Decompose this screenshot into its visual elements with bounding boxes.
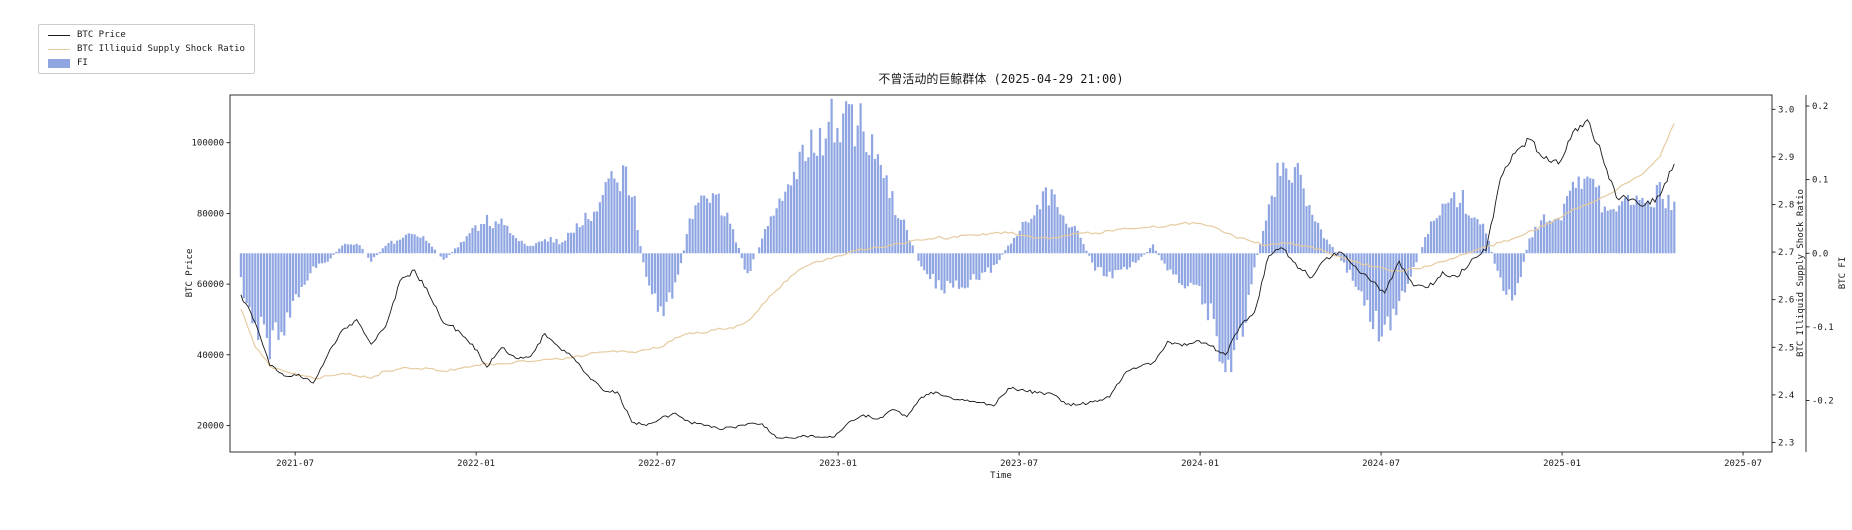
y-axis-label-illiquid-ratio: BTC Illiquid Supply Shock Ratio (1796, 189, 1806, 357)
svg-text:2025-01: 2025-01 (1543, 459, 1581, 469)
svg-text:2.4: 2.4 (1778, 391, 1794, 401)
y-axis-label-btc-price: BTC Price (185, 248, 195, 298)
svg-text:2.3: 2.3 (1778, 438, 1794, 448)
svg-text:2024-07: 2024-07 (1362, 459, 1400, 469)
svg-text:2022-01: 2022-01 (457, 459, 495, 469)
axes-frame (229, 94, 1773, 453)
svg-text:100000: 100000 (191, 139, 224, 149)
svg-text:2025-07: 2025-07 (1724, 459, 1762, 469)
x-axis-label-time: Time (990, 471, 1012, 481)
svg-text:2.9: 2.9 (1778, 153, 1794, 163)
fi-bars (239, 98, 1676, 373)
price-line (240, 118, 1675, 439)
svg-text:-0.1: -0.1 (1812, 323, 1834, 333)
svg-text:2023-07: 2023-07 (1000, 459, 1038, 469)
legend-item-btc-price: BTC Price (48, 30, 245, 40)
svg-text:40000: 40000 (197, 351, 224, 361)
ratio-line-swatch (48, 48, 70, 50)
svg-text:2.7: 2.7 (1778, 248, 1794, 258)
legend: BTC Price BTC Illiquid Supply Shock Rati… (38, 24, 255, 74)
svg-text:0.0: 0.0 (1812, 249, 1828, 259)
svg-text:2.8: 2.8 (1778, 200, 1794, 210)
ratio-line (240, 123, 1675, 380)
fi-bar-swatch (48, 58, 70, 68)
svg-text:60000: 60000 (197, 280, 224, 290)
svg-text:2024-01: 2024-01 (1181, 459, 1219, 469)
price-line-swatch (48, 34, 70, 36)
legend-label-btc-price: BTC Price (77, 30, 126, 40)
svg-text:2.6: 2.6 (1778, 296, 1794, 306)
chart-title: 不曾活动的巨鲸群体 (2025-04-29 21:00) (878, 72, 1124, 86)
svg-text:0.1: 0.1 (1812, 176, 1828, 186)
svg-text:2021-07: 2021-07 (276, 459, 314, 469)
svg-text:2022-07: 2022-07 (638, 459, 676, 469)
legend-label-illiquid-ratio: BTC Illiquid Supply Shock Ratio (77, 44, 245, 54)
svg-text:80000: 80000 (197, 209, 224, 219)
svg-text:2.5: 2.5 (1778, 343, 1794, 353)
legend-label-fi: FI (77, 58, 88, 68)
svg-text:0.2: 0.2 (1812, 102, 1828, 112)
svg-text:3.0: 3.0 (1778, 105, 1794, 115)
svg-text:20000: 20000 (197, 421, 224, 431)
axis-ticks: 20000 40000 60000 80000 100000 2.3 2.4 2.5 2.6 2.… (191, 102, 1833, 469)
svg-text:-0.2: -0.2 (1812, 396, 1834, 406)
legend-item-fi: FI (48, 58, 245, 68)
legend-item-illiquid-ratio: BTC Illiquid Supply Shock Ratio (48, 44, 245, 54)
svg-text:2023-01: 2023-01 (819, 459, 857, 469)
y-axis-label-btc-fi: BTC FI (1838, 256, 1848, 290)
